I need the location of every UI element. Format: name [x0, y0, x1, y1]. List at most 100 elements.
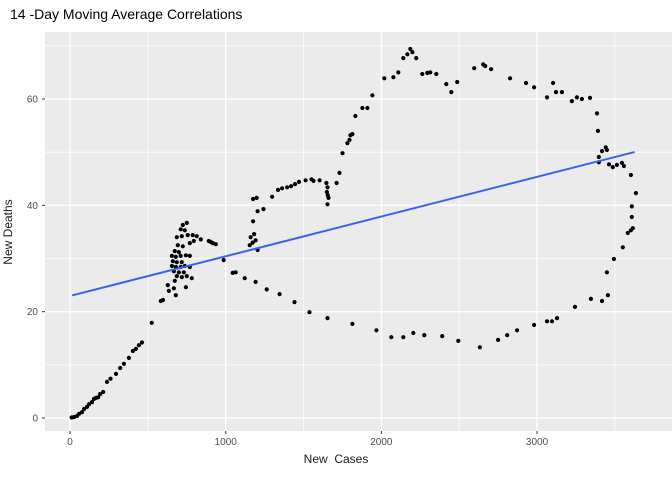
- data-point: [505, 333, 510, 338]
- y-tick-label: 40: [27, 201, 39, 212]
- data-point: [191, 238, 196, 244]
- data-point: [549, 319, 555, 324]
- data-point: [242, 276, 247, 281]
- data-point: [280, 186, 285, 191]
- data-point: [251, 196, 256, 202]
- data-point: [169, 263, 174, 269]
- data-point: [569, 99, 575, 104]
- y-axis-title: New Deaths: [1, 199, 15, 265]
- data-point: [410, 50, 415, 55]
- data-point: [307, 310, 312, 315]
- data-point: [169, 253, 174, 258]
- data-point: [347, 137, 352, 142]
- data-point: [360, 105, 365, 111]
- data-point: [620, 245, 625, 250]
- data-point: [324, 189, 329, 195]
- data-point: [629, 214, 634, 220]
- data-point: [118, 365, 123, 371]
- x-axis-title: New Cases: [303, 452, 369, 466]
- data-point: [174, 235, 179, 240]
- data-point: [629, 204, 634, 209]
- data-point: [325, 202, 330, 207]
- data-point: [139, 340, 145, 345]
- data-point: [253, 279, 258, 284]
- y-tick-label: 20: [27, 307, 39, 318]
- data-point: [374, 328, 379, 333]
- data-point: [382, 76, 387, 81]
- data-point: [79, 410, 85, 415]
- data-point: [181, 270, 186, 275]
- data-point: [579, 96, 585, 102]
- data-point: [325, 316, 330, 321]
- data-point: [292, 300, 297, 305]
- data-point: [170, 259, 175, 264]
- data-point: [614, 162, 620, 167]
- data-point: [264, 287, 269, 292]
- data-point: [252, 232, 257, 237]
- data-point: [261, 207, 266, 212]
- data-point: [625, 230, 630, 236]
- data-point: [136, 343, 141, 348]
- data-point: [277, 292, 282, 297]
- data-point: [350, 321, 355, 326]
- data-point: [508, 76, 513, 81]
- data-point: [174, 260, 179, 265]
- data-point: [483, 63, 488, 69]
- data-point: [172, 278, 177, 283]
- data-point: [604, 147, 610, 153]
- data-point: [411, 330, 416, 336]
- data-point: [532, 322, 537, 328]
- data-point: [172, 249, 177, 254]
- y-tick-label: 0: [32, 414, 38, 425]
- data-point: [422, 333, 427, 338]
- data-point: [365, 105, 370, 111]
- data-point: [489, 67, 494, 72]
- data-point: [179, 234, 184, 239]
- data-point: [599, 149, 605, 154]
- data-point: [121, 361, 126, 366]
- x-tick-label: 1000: [215, 437, 238, 448]
- data-point: [619, 160, 625, 165]
- data-point: [179, 260, 184, 265]
- data-point: [183, 285, 188, 290]
- data-point: [221, 258, 226, 263]
- chart-title: 14 -Day Moving Average Correlations: [10, 6, 243, 22]
- data-point: [250, 240, 255, 245]
- data-point: [389, 335, 394, 340]
- data-point: [82, 406, 87, 412]
- data-point: [532, 85, 537, 90]
- data-point: [396, 70, 401, 75]
- data-point: [587, 95, 593, 100]
- data-point: [428, 70, 433, 75]
- x-tick-label: 0: [67, 437, 73, 448]
- data-point: [599, 298, 605, 304]
- data-point: [255, 209, 260, 214]
- data-point: [303, 178, 308, 183]
- data-point: [184, 220, 189, 225]
- data-point: [551, 80, 556, 86]
- data-point: [350, 132, 355, 137]
- data-point: [449, 90, 454, 95]
- y-tick-label: 60: [27, 94, 39, 105]
- data-point: [101, 389, 106, 395]
- data-point: [133, 346, 138, 351]
- data-point: [194, 234, 199, 239]
- data-point: [401, 335, 406, 340]
- data-point: [606, 162, 612, 167]
- data-point: [611, 256, 617, 262]
- data-point: [559, 90, 565, 95]
- x-tick-label: 3000: [526, 437, 549, 448]
- data-point: [166, 288, 171, 293]
- data-point: [334, 180, 339, 186]
- data-point: [596, 154, 601, 160]
- data-point: [588, 296, 594, 301]
- data-point: [178, 227, 183, 232]
- data-point: [174, 274, 179, 279]
- data-point: [179, 275, 184, 280]
- data-point: [87, 402, 92, 407]
- data-point: [187, 241, 192, 246]
- data-point: [420, 71, 425, 77]
- data-point: [247, 243, 252, 248]
- data-point: [311, 178, 316, 183]
